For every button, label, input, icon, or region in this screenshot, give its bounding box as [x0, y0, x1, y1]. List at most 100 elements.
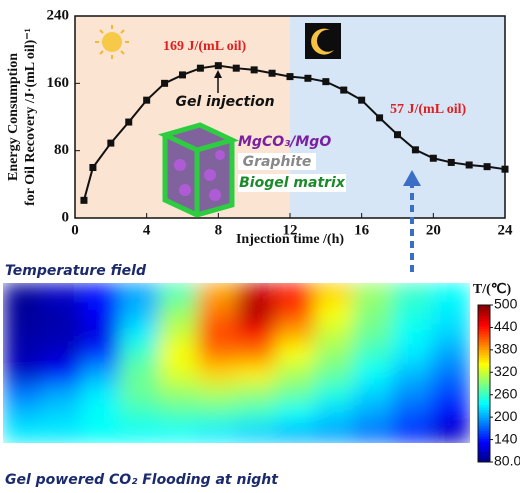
colorbar-step: [478, 393, 490, 398]
colorbar-step: [478, 378, 490, 382]
colorbar-step: [478, 396, 490, 400]
heatmap-cell: [158, 303, 199, 324]
heatmap-cell: [3, 383, 43, 404]
colorbar-step: [478, 383, 490, 387]
x-axis-label: Injection time /(h): [236, 232, 344, 247]
heatmap-cell: [392, 383, 432, 404]
y-tick-label: 0: [62, 209, 70, 225]
heatmap-cell: [431, 383, 470, 404]
heatmap-cell: [236, 383, 276, 404]
heatmap-title: Temperature field: [5, 263, 147, 279]
heatmap-cell: [41, 343, 82, 364]
heatmap-cell: [314, 323, 354, 344]
heatmap-cell: [236, 403, 276, 424]
heatmap-cell: [275, 303, 315, 324]
heatmap-cell: [275, 363, 315, 384]
colorbar-step: [478, 312, 490, 316]
colorbar-title: T/(℃): [473, 282, 512, 297]
colorbar-step: [478, 354, 490, 358]
heatmap-cell: [197, 343, 237, 364]
heatmap-cell: [236, 423, 276, 443]
heatmap-cell: [197, 423, 237, 443]
colorbar-step: [478, 388, 490, 392]
colorbar-step: [478, 435, 490, 439]
x-tick-label: 16: [354, 222, 370, 238]
data-point: [340, 86, 348, 94]
data-point: [89, 164, 97, 171]
heatmap-cell: [3, 343, 43, 364]
data-point: [286, 73, 294, 81]
heatmap-cell: [197, 303, 237, 324]
data-point: [501, 165, 509, 173]
colorbar-step: [478, 359, 490, 364]
data-point: [80, 196, 88, 204]
colorbar-step: [478, 375, 490, 379]
heatmap-cell: [314, 303, 354, 324]
heatmap-cell: [119, 423, 160, 443]
heatmap-cell: [431, 343, 470, 364]
colorbar-step: [478, 365, 490, 369]
heatmap-cell: [431, 303, 470, 324]
colorbar-step: [478, 373, 490, 377]
colorbar-step: [478, 349, 490, 353]
label-box: [238, 174, 346, 192]
colorbar-step: [478, 409, 490, 413]
data-point: [411, 146, 419, 154]
heatmap-cell: [3, 283, 43, 304]
colorbar-step: [478, 425, 490, 429]
heatmap-cell: [353, 343, 393, 364]
colorbar-step: [478, 352, 490, 356]
heatmap-cell: [119, 383, 160, 404]
annotation: Graphite: [243, 154, 312, 170]
data-point: [304, 74, 312, 82]
x-tick-label: 0: [71, 222, 79, 238]
heatmap-cell: [158, 323, 199, 344]
heatmap-cell: [392, 323, 432, 344]
heatmap-cell: [392, 403, 432, 424]
colorbar-step: [478, 443, 490, 447]
colorbar-step: [478, 336, 490, 340]
colorbar-step: [478, 323, 490, 327]
heatmap-cell: [80, 303, 121, 324]
heatmap-cell: [431, 403, 470, 424]
colorbar-tick-label: 440: [494, 318, 518, 334]
data-point: [483, 163, 491, 171]
heatmap-cell: [41, 363, 82, 384]
colorbar-step: [478, 339, 490, 343]
heatmap-cell: [392, 423, 432, 443]
heatmap-cell: [314, 283, 354, 304]
heatmap-cell: [314, 403, 354, 424]
heatmap-cell: [41, 383, 82, 404]
heatmap-cell: [80, 363, 121, 384]
data-point: [465, 161, 473, 169]
heatmap-cell: [275, 383, 315, 404]
heatmap-cell: [41, 323, 82, 344]
heatmap-cell: [392, 343, 432, 364]
heatmap-cell: [80, 283, 121, 304]
heatmap-cell: [353, 323, 393, 344]
heatmap-cell: [158, 403, 199, 424]
colorbar-step: [478, 341, 490, 345]
colorbar-step: [478, 399, 490, 403]
colorbar-step: [478, 414, 490, 419]
colorbar-step: [478, 331, 490, 335]
colorbar-tick-label: 200: [494, 408, 518, 424]
heatmap-cell: [275, 343, 315, 364]
heatmap-cell: [236, 283, 276, 304]
colorbar-step: [478, 456, 490, 460]
annotation: Gel injection: [175, 94, 274, 110]
colorbar-tick-label: 80.0: [494, 453, 520, 469]
colorbar-step: [478, 320, 490, 324]
heatmap-cell: [80, 323, 121, 344]
annotation: 57 J/(mL oil): [390, 102, 467, 117]
heatmap-cell: [3, 303, 43, 324]
colorbar-step: [478, 459, 490, 463]
data-point: [250, 66, 258, 74]
heatmap-cell: [41, 423, 82, 443]
heatmap-cell: [119, 303, 160, 324]
heatmap-cell: [314, 383, 354, 404]
heatmap-cell: [3, 323, 43, 344]
data-point: [447, 158, 455, 166]
heatmap-cell: [353, 403, 393, 424]
